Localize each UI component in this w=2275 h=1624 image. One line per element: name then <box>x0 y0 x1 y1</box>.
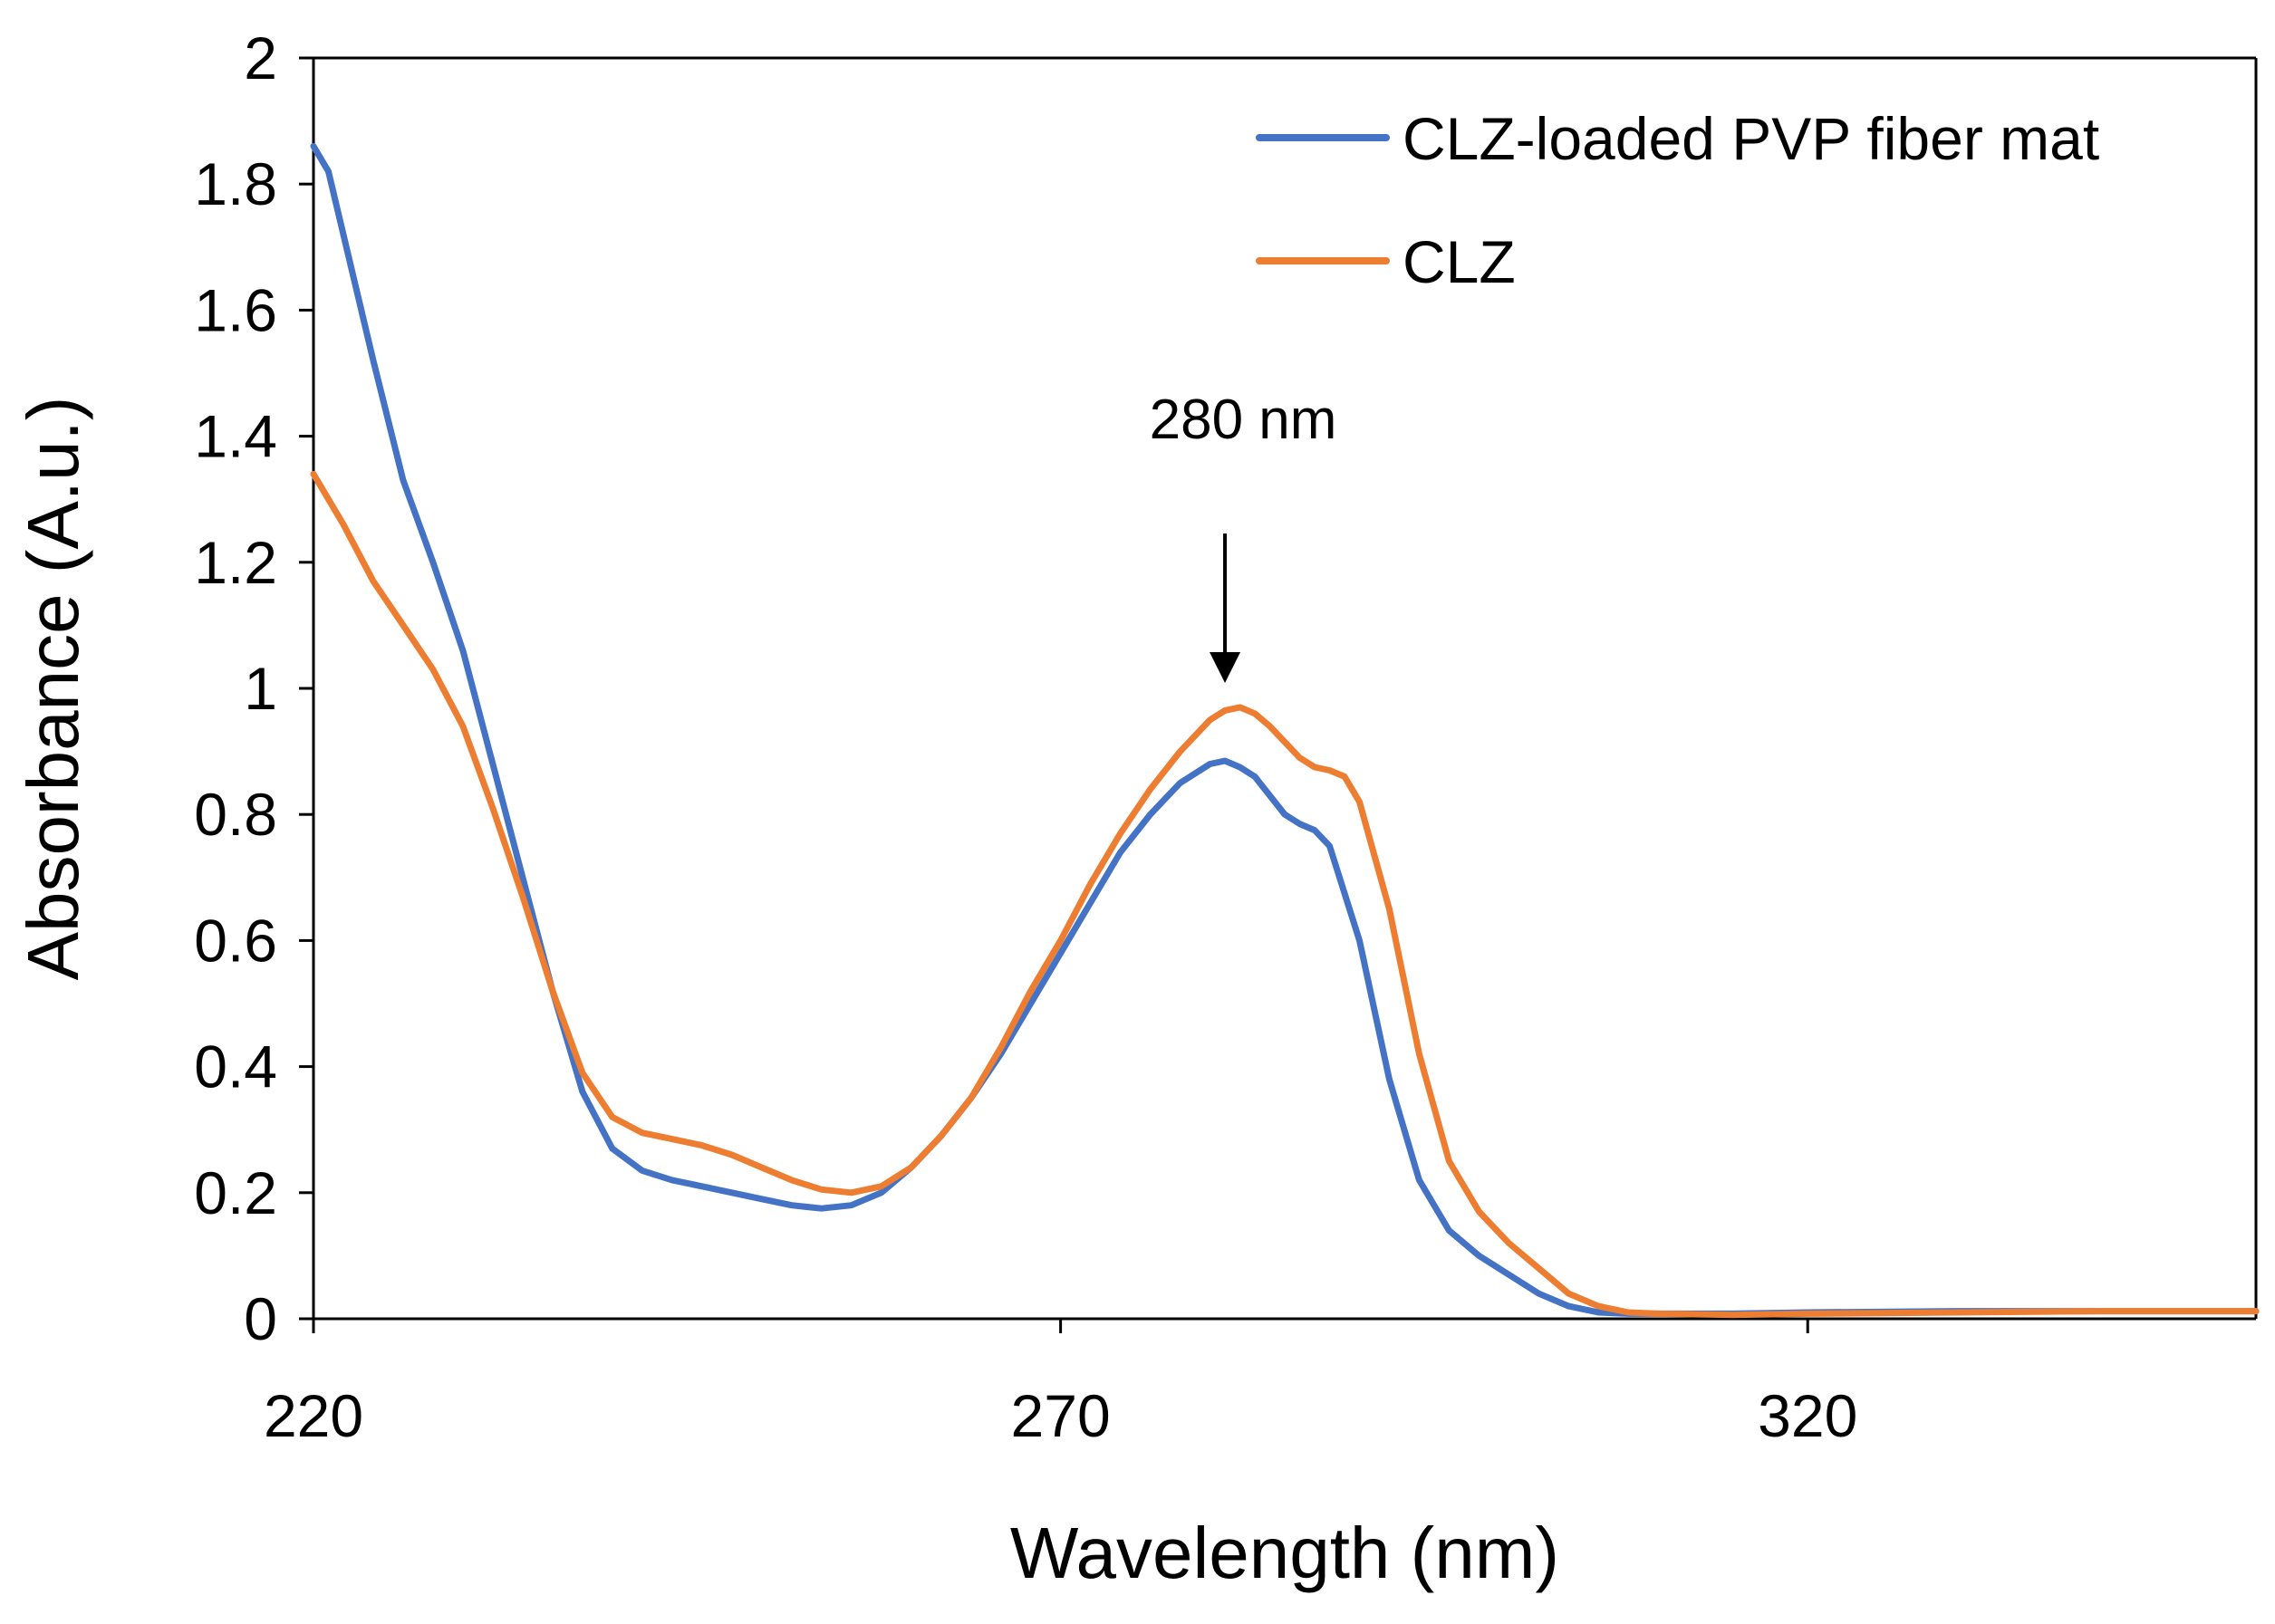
series-layer <box>310 142 2260 1319</box>
x-axis-title: Wavelength (nm) <box>1010 1513 1559 1593</box>
annotation-arrow-head <box>1210 652 1241 683</box>
y-tick-label: 1.8 <box>194 150 277 217</box>
y-tick-label: 1 <box>244 655 277 722</box>
y-axis-title: Absorbance (A.u.) <box>13 397 93 981</box>
plot-area <box>312 56 2258 1321</box>
y-tick-label: 0.4 <box>194 1033 277 1100</box>
legend-label: CLZ-loaded PVP fiber mat <box>1403 105 2099 172</box>
y-tick-label: 0 <box>244 1285 277 1352</box>
y-tick-label: 0.8 <box>194 781 277 848</box>
y-tick-label: 2 <box>244 24 277 91</box>
x-axis-ticks: 220 270 320 <box>264 1319 1857 1449</box>
y-tick-label: 1.6 <box>194 276 277 343</box>
y-tick-label: 0.6 <box>194 907 277 974</box>
x-tick-label: 320 <box>1758 1382 1857 1449</box>
legend-label: CLZ <box>1403 228 1516 295</box>
x-tick-label: 220 <box>264 1382 363 1449</box>
legend: CLZ-loaded PVP fiber mat CLZ <box>1256 105 2099 295</box>
annotation-label: 280 nm <box>1150 389 1337 451</box>
x-tick-label: 270 <box>1011 1382 1111 1449</box>
y-axis-ticks: 0 0.2 0.4 0.6 0.8 1 1.2 1.4 1.6 1.8 2 <box>194 24 313 1352</box>
y-tick-label: 1.4 <box>194 403 277 470</box>
y-tick-label: 1.2 <box>194 529 277 596</box>
y-tick-label: 0.2 <box>194 1159 277 1226</box>
series-line-clz <box>310 470 2260 1319</box>
annotation-layer: 280 nm <box>1150 389 1337 683</box>
